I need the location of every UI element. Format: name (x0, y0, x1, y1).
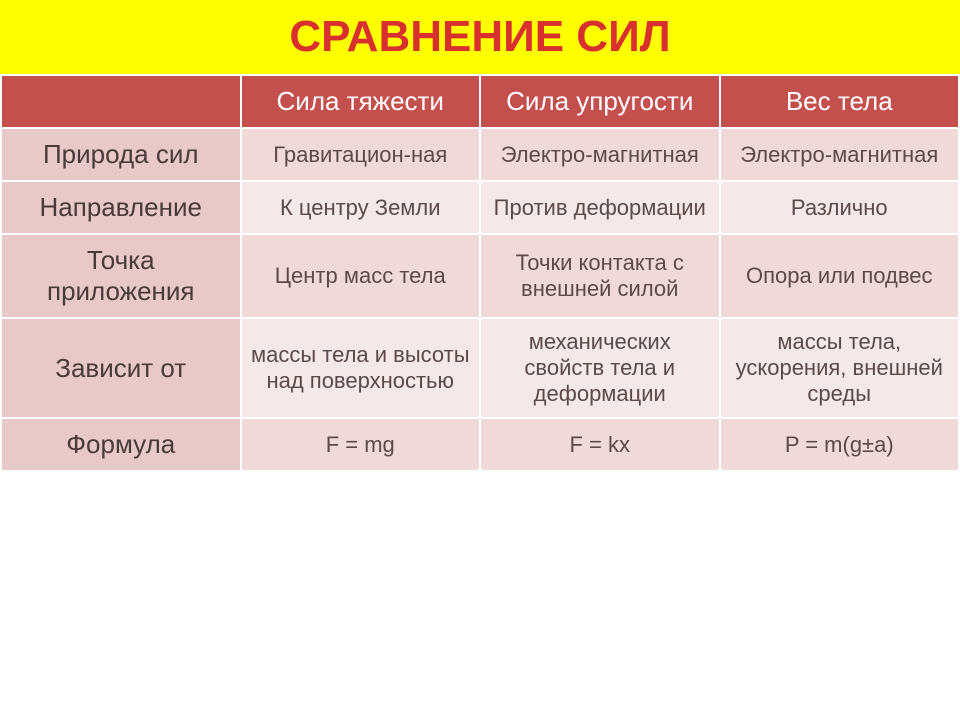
row-label: Зависит от (1, 318, 241, 418)
table-cell: Центр масс тела (241, 234, 481, 318)
row-label: Направление (1, 181, 241, 234)
table-cell: F = kx (480, 418, 720, 471)
table-cell: Электро-магнитная (480, 128, 720, 181)
table-cell: Точки контакта с внешней силой (480, 234, 720, 318)
table-header-col3: Вес тела (720, 75, 960, 128)
table-cell: P = m(g±a) (720, 418, 960, 471)
table-body: Природа силГравитацион-наяЭлектро-магнит… (1, 128, 959, 471)
table-row: ФормулаF = mgF = kxP = m(g±a) (1, 418, 959, 471)
table-cell: Гравитацион-ная (241, 128, 481, 181)
table-row: Природа силГравитацион-наяЭлектро-магнит… (1, 128, 959, 181)
table-cell: Опора или подвес (720, 234, 960, 318)
table-cell: К центру Земли (241, 181, 481, 234)
table-header-col2: Сила упругости (480, 75, 720, 128)
table-cell: Электро-магнитная (720, 128, 960, 181)
row-label: Точка приложения (1, 234, 241, 318)
table-row: Зависит отмассы тела и высоты над поверх… (1, 318, 959, 418)
table-cell: Различно (720, 181, 960, 234)
page-title: СРАВНЕНИЕ СИЛ (0, 0, 960, 74)
comparison-table: Сила тяжести Сила упругости Вес тела При… (0, 74, 960, 472)
row-label: Формула (1, 418, 241, 471)
table-header-row: Сила тяжести Сила упругости Вес тела (1, 75, 959, 128)
table-header-col1: Сила тяжести (241, 75, 481, 128)
table-cell: Против деформации (480, 181, 720, 234)
table-cell: F = mg (241, 418, 481, 471)
table-cell: массы тела, ускорения, внешней среды (720, 318, 960, 418)
table-cell: механических свойств тела и деформации (480, 318, 720, 418)
table-header-blank (1, 75, 241, 128)
table-row: НаправлениеК центру ЗемлиПротив деформац… (1, 181, 959, 234)
table-row: Точка приложенияЦентр масс телаТочки кон… (1, 234, 959, 318)
row-label: Природа сил (1, 128, 241, 181)
table-cell: массы тела и высоты над поверхностью (241, 318, 481, 418)
